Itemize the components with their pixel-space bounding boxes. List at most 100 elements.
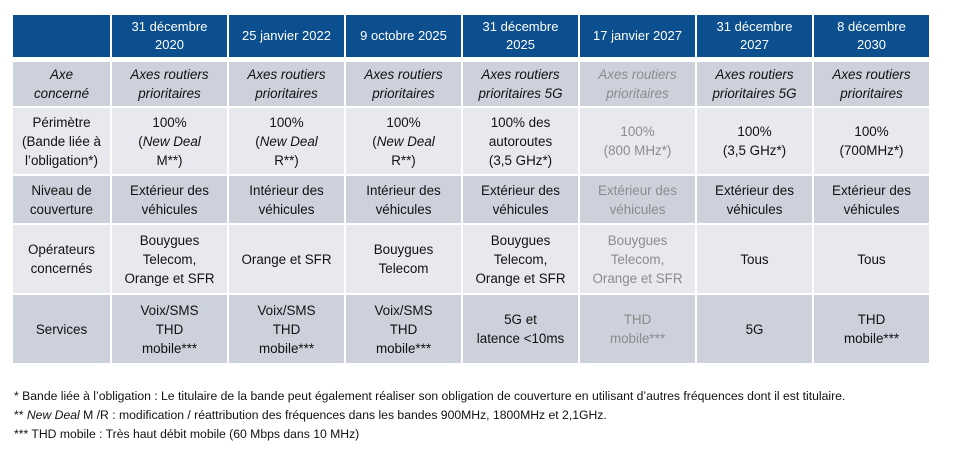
cell-line: Extérieur des (582, 181, 693, 200)
header-date-line: 31 décembre (131, 19, 208, 34)
cell-line: THD (816, 310, 927, 329)
text-segment: THD (155, 321, 184, 337)
text-segment: Voix/SMS (374, 302, 433, 318)
table-cell: Voix/SMS THD mobile*** (112, 295, 227, 363)
text-segment: 100% des (490, 114, 551, 130)
row-label-line: concerné (15, 84, 108, 103)
text-segment: 5G (745, 321, 764, 337)
table-cell: Bouygues Telecom, Orange et SFR (580, 225, 695, 293)
text-segment: Telecom, (142, 251, 197, 267)
cell-line: Telecom (348, 259, 459, 278)
footnote: *** THD mobile : Très haut débit mobile … (14, 425, 845, 444)
table-row: Opérateurs concernés Bouygues Telecom, Orang… (13, 225, 929, 293)
text-segment: *** THD mobile : Très haut débit mobile … (14, 427, 360, 441)
cell-line: 100% (582, 122, 693, 141)
text-segment: Services (35, 321, 88, 337)
italic-text: Axes routiers (481, 67, 560, 82)
cell-line: prioritaires 5G (465, 84, 576, 103)
text-segment: mobile*** (609, 331, 666, 346)
header-corner (13, 15, 110, 57)
table-cell: 100% (3,5 GHz*) (697, 108, 812, 174)
cell-line: 5G (699, 320, 810, 339)
cell-line: 100% (816, 122, 927, 141)
table-row: Services Voix/SMS THD mobile*** Voix/SMS THD m… (13, 295, 929, 363)
text-segment: 100% (152, 114, 187, 130)
text-segment: Orange et SFR (124, 270, 215, 286)
italic-text: prioritaires (606, 86, 669, 101)
text-segment: Telecom (378, 261, 429, 276)
text-segment: Extérieur des (130, 182, 209, 198)
column-header-date: 9 octobre 2025 (346, 15, 461, 57)
cell-line: Telecom, (582, 250, 693, 269)
text-segment: ( (372, 133, 377, 149)
text-segment: Orange et SFR (475, 270, 566, 286)
column-header-date: 17 janvier 2027 (580, 15, 695, 57)
text-segment: Extérieur des (832, 182, 911, 198)
row-label-line: Axe (15, 65, 108, 84)
header-date-line: 8 décembre (837, 19, 906, 34)
italic-text: Axes routiers (715, 67, 794, 82)
text-segment: l’obligation*) (25, 152, 98, 168)
text-segment: Voix/SMS (257, 302, 316, 318)
cell-line: latence <10ms (465, 329, 576, 348)
table-cell: Intérieur des véhicules (346, 176, 461, 223)
italic-text: New Deal (259, 133, 318, 149)
row-label: Services (13, 295, 110, 363)
text-segment: Extérieur des (715, 182, 794, 198)
text-segment: Bouygues (490, 232, 551, 248)
cell-line: Voix/SMS (348, 301, 459, 320)
table-cell: Voix/SMS THD mobile*** (346, 295, 461, 363)
cell-line: prioritaires 5G (699, 84, 810, 103)
row-label-line: l’obligation*) (15, 151, 108, 170)
text-segment: véhicules (726, 201, 783, 217)
cell-line: 100% (699, 122, 810, 141)
text-segment: R**) (274, 152, 299, 168)
text-segment: Telecom, (493, 251, 548, 267)
table-cell: Bouygues Telecom, Orange et SFR (463, 225, 578, 293)
cell-line: Axes routiers (114, 65, 225, 84)
text-segment: véhicules (375, 201, 432, 217)
row-label: Opérateurs concernés (13, 225, 110, 293)
cell-line: prioritaires (816, 84, 927, 103)
text-segment: (800 MHz*) (603, 143, 672, 158)
cell-line: Tous (699, 250, 810, 269)
text-segment: 100% (269, 114, 304, 130)
column-header-date: 31 décembre 2025 (463, 15, 578, 57)
text-segment: * Bande liée à l’obligation : Le titulai… (14, 389, 846, 403)
column-header-date: 31 décembre 2020 (112, 15, 227, 57)
text-segment: (3,5 GHz*) (722, 143, 787, 158)
text-segment: R**) (391, 152, 416, 168)
cell-line: 100% (231, 113, 342, 132)
row-label-line: Services (15, 320, 108, 339)
text-segment: véhicules (609, 201, 666, 217)
cell-line: 100% (114, 113, 225, 132)
text-segment: 100% (737, 124, 772, 139)
text-segment: Opérateurs (28, 242, 95, 257)
cell-line: THD (114, 320, 225, 339)
cell-line: (700MHz*) (816, 141, 927, 160)
table-cell: Axes routiers prioritaires 5G (697, 62, 812, 106)
cell-line: Orange et SFR (114, 269, 225, 288)
text-segment: 100% (854, 124, 889, 139)
cell-line: (3,5 GHz*) (699, 141, 810, 160)
italic-text: prioritaires 5G (712, 86, 797, 101)
header-date-line: 2030 (857, 37, 886, 52)
cell-line: prioritaires (582, 84, 693, 103)
text-segment: ** (14, 408, 27, 422)
header-date-line: 2020 (155, 37, 184, 52)
table-cell: Axes routiers prioritaires (346, 62, 461, 106)
table-cell: Extérieur des véhicules (112, 176, 227, 223)
cell-line: Intérieur des (231, 181, 342, 200)
text-segment: THD (857, 312, 886, 327)
table-cell: Extérieur des véhicules (580, 176, 695, 223)
italic-text: New Deal (376, 133, 435, 149)
italic-text: prioritaires (255, 86, 318, 101)
text-segment: M /R : modification / réattribution des … (79, 408, 607, 422)
row-label: Niveau de couverture (13, 176, 110, 223)
text-segment: couverture (29, 201, 94, 217)
footnotes: * Bande liée à l’obligation : Le titulai… (14, 387, 845, 444)
header-date-line: 17 janvier 2027 (593, 28, 682, 43)
row-separator (13, 59, 929, 60)
table-cell: Axes routiers prioritaires (580, 62, 695, 106)
header-row: 31 décembre 2020 25 janvier 2022 9 octobre … (13, 15, 929, 57)
